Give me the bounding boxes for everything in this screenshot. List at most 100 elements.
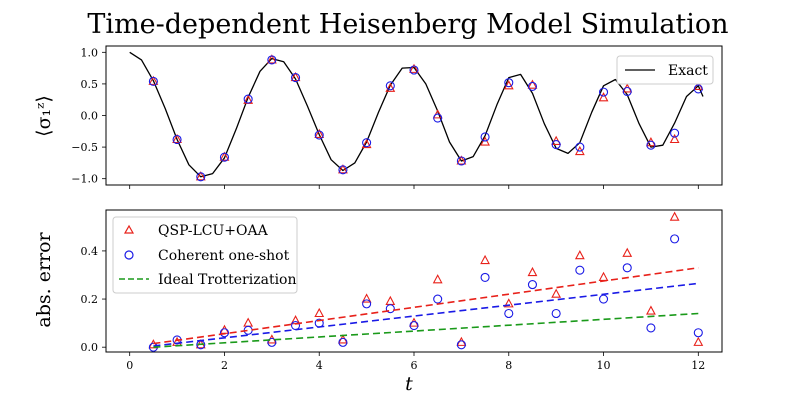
x-axis-label: t <box>405 373 413 395</box>
bottom-point-qsp-lcu-oaa <box>669 211 680 221</box>
bottom-point-coherent-one-shot <box>433 294 443 304</box>
top-ytick-label: 0.0 <box>81 110 99 123</box>
top-xticks <box>129 185 699 189</box>
top-point-qsp-lcu-oaa <box>385 82 396 92</box>
top-ytick-label: −1.0 <box>71 173 98 186</box>
bottom-point-qsp-lcu-oaa <box>432 274 443 284</box>
bottom-point-coherent-one-shot <box>362 299 372 309</box>
top-point-coherent-one-shot <box>219 152 230 162</box>
top-point-coherent-one-shot <box>598 87 609 97</box>
bottom-point-qsp-lcu-oaa <box>693 336 704 346</box>
top-point-coherent-one-shot <box>646 140 656 150</box>
legend-qsp-label: QSP-LCU+OAA <box>158 223 269 239</box>
bottom-point-coherent-one-shot <box>622 263 632 273</box>
bottom-xtick-label: 2 <box>221 359 228 372</box>
bottom-xtick-label: 6 <box>411 359 418 372</box>
bottom-point-qsp-lcu-oaa <box>574 250 585 260</box>
top-ytick-label: 1.0 <box>81 46 99 59</box>
top-point-qsp-lcu-oaa <box>148 75 159 85</box>
bottom-xticks: 0 2 4 6 8 10 12 <box>126 352 705 372</box>
bottom-point-coherent-one-shot <box>409 320 419 331</box>
legend-coherent-swatch <box>124 250 134 260</box>
top-point-coherent-one-shot <box>290 73 301 83</box>
bottom-point-coherent-one-shot <box>267 337 277 347</box>
bottom-point-qsp-lcu-oaa <box>527 266 538 277</box>
top-point-coherent-one-shot <box>148 76 158 86</box>
top-series <box>129 51 704 182</box>
top-point-coherent-one-shot <box>172 134 182 145</box>
top-point-qsp-lcu-oaa <box>314 128 325 139</box>
bottom-panel: 0.0 0.2 0.4 0 2 4 6 8 10 12 abs. error t QSP-LCU… <box>33 209 723 395</box>
top-point-qsp-lcu-oaa <box>503 80 514 90</box>
top-point-coherent-one-shot <box>338 165 348 175</box>
bottom-xtick-label: 4 <box>316 359 323 372</box>
top-point-qsp-lcu-oaa <box>669 133 680 144</box>
bottom-point-coherent-one-shot <box>480 272 490 282</box>
top-ytick-label: 0.5 <box>81 78 99 91</box>
bottom-xtick-label: 8 <box>505 359 512 372</box>
bottom-legend-box <box>112 216 298 294</box>
top-point-coherent-one-shot <box>456 156 466 166</box>
top-point-qsp-lcu-oaa <box>195 171 206 181</box>
bottom-point-qsp-lcu-oaa <box>480 254 490 265</box>
bottom-xtick-label: 12 <box>691 359 705 372</box>
top-point-qsp-lcu-oaa <box>290 71 301 82</box>
bottom-point-qsp-lcu-oaa <box>646 305 656 315</box>
bottom-ytick-label: 0.0 <box>81 341 99 354</box>
top-point-coherent-one-shot <box>504 78 514 88</box>
bottom-series <box>148 211 704 352</box>
top-point-coherent-one-shot <box>267 55 277 65</box>
bottom-point-coherent-one-shot <box>670 234 680 244</box>
top-point-coherent-one-shot <box>575 142 585 152</box>
bottom-series-qsp-lcu-oaa-trend <box>153 267 699 345</box>
top-point-qsp-lcu-oaa <box>219 151 230 161</box>
top-point-coherent-one-shot <box>622 86 632 97</box>
top-point-qsp-lcu-oaa <box>172 133 182 144</box>
top-legend-exact-label: Exact <box>668 63 708 79</box>
bottom-ytick-label: 0.2 <box>81 293 99 306</box>
top-point-coherent-one-shot <box>409 65 419 75</box>
bottom-point-coherent-one-shot <box>385 304 395 314</box>
bottom-xtick-label: 10 <box>597 359 611 372</box>
bottom-point-qsp-lcu-oaa <box>314 307 325 318</box>
bottom-point-qsp-lcu-oaa <box>361 293 372 303</box>
bottom-point-coherent-one-shot <box>219 328 230 338</box>
bottom-yticks: 0.0 0.2 0.4 <box>81 245 106 354</box>
bottom-legend: QSP-LCU+OAA Coherent one-shot Ideal Trot… <box>112 216 298 294</box>
top-point-coherent-one-shot <box>196 172 206 182</box>
top-panel: 1.0 0.5 0.0 −0.5 −1.0 ⟨σ₁ᶻ⟩ Exact <box>33 45 723 189</box>
legend-coherent-label: Coherent one-shot <box>158 248 290 264</box>
bottom-y-axis-label: abs. error <box>33 231 55 327</box>
top-series-exact <box>129 51 704 178</box>
bottom-point-coherent-one-shot <box>551 308 561 319</box>
bottom-ytick-label: 0.4 <box>81 245 99 258</box>
bottom-xtick-label: 0 <box>126 359 133 372</box>
top-point-qsp-lcu-oaa <box>266 54 277 64</box>
legend-qsp-swatch <box>123 224 135 234</box>
chart-title: Time-dependent Heisenberg Model Simulati… <box>87 9 728 40</box>
top-point-coherent-one-shot <box>314 130 324 140</box>
top-point-coherent-one-shot <box>480 132 490 142</box>
bottom-point-coherent-one-shot <box>575 265 585 275</box>
top-point-qsp-lcu-oaa <box>456 155 467 165</box>
top-point-qsp-lcu-oaa <box>527 79 538 89</box>
top-ytick-label: −0.5 <box>71 141 98 154</box>
bottom-point-coherent-one-shot <box>504 308 514 319</box>
top-legend-box <box>616 55 714 85</box>
top-point-coherent-one-shot <box>527 81 538 91</box>
legend-trotter-label: Ideal Trotterization <box>158 272 297 288</box>
bottom-point-qsp-lcu-oaa <box>551 288 562 298</box>
top-point-qsp-lcu-oaa <box>598 92 609 102</box>
bottom-point-qsp-lcu-oaa <box>503 298 514 308</box>
bottom-series-ideal-trotterization <box>153 312 699 348</box>
bottom-point-coherent-one-shot <box>646 323 656 333</box>
bottom-point-coherent-one-shot <box>693 328 703 338</box>
top-point-qsp-lcu-oaa <box>338 164 348 174</box>
bottom-point-coherent-one-shot <box>527 280 538 290</box>
bottom-point-coherent-one-shot <box>338 337 348 347</box>
bottom-point-coherent-one-shot <box>456 340 466 350</box>
top-point-coherent-one-shot <box>670 128 680 138</box>
top-legend: Exact <box>616 55 714 85</box>
top-point-coherent-one-shot <box>385 81 395 91</box>
